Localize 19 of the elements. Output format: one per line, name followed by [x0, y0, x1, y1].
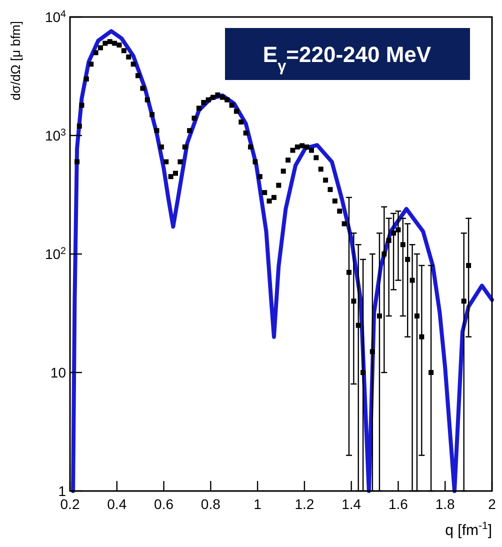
x-tick-label: 0.2 — [60, 496, 80, 512]
x-tick-label: 1.6 — [388, 496, 408, 512]
x-tick-label: 1.2 — [294, 496, 314, 512]
y-tick-label: 10$^{3}$ — [44, 127, 67, 144]
line-series — [71, 29, 494, 493]
y-tick-label: 10$^{4}$ — [44, 8, 67, 25]
y-tick-label: 1 — [58, 483, 66, 499]
y-axis-title: dσ/dΩ [μ bfm] — [8, 21, 23, 100]
x-tick-label: 1.4 — [342, 496, 362, 512]
annotation: E$_{γ}$=220-240 MeV — [262, 42, 432, 74]
x-axis-title: q [fm$^{-1}$] — [445, 520, 492, 539]
x-tick-label: 0.6 — [154, 496, 174, 512]
x-tick-label: 0.8 — [200, 496, 221, 512]
x-tick-label: 0.4 — [107, 496, 127, 512]
x-tick-label: 1.8 — [435, 496, 456, 512]
y-tick-label: 10$^{2}$ — [44, 246, 66, 262]
x-tick-label: 2 — [488, 496, 496, 512]
x-tick-label: 1 — [254, 496, 262, 512]
y-tick-label: 10 — [50, 364, 66, 380]
